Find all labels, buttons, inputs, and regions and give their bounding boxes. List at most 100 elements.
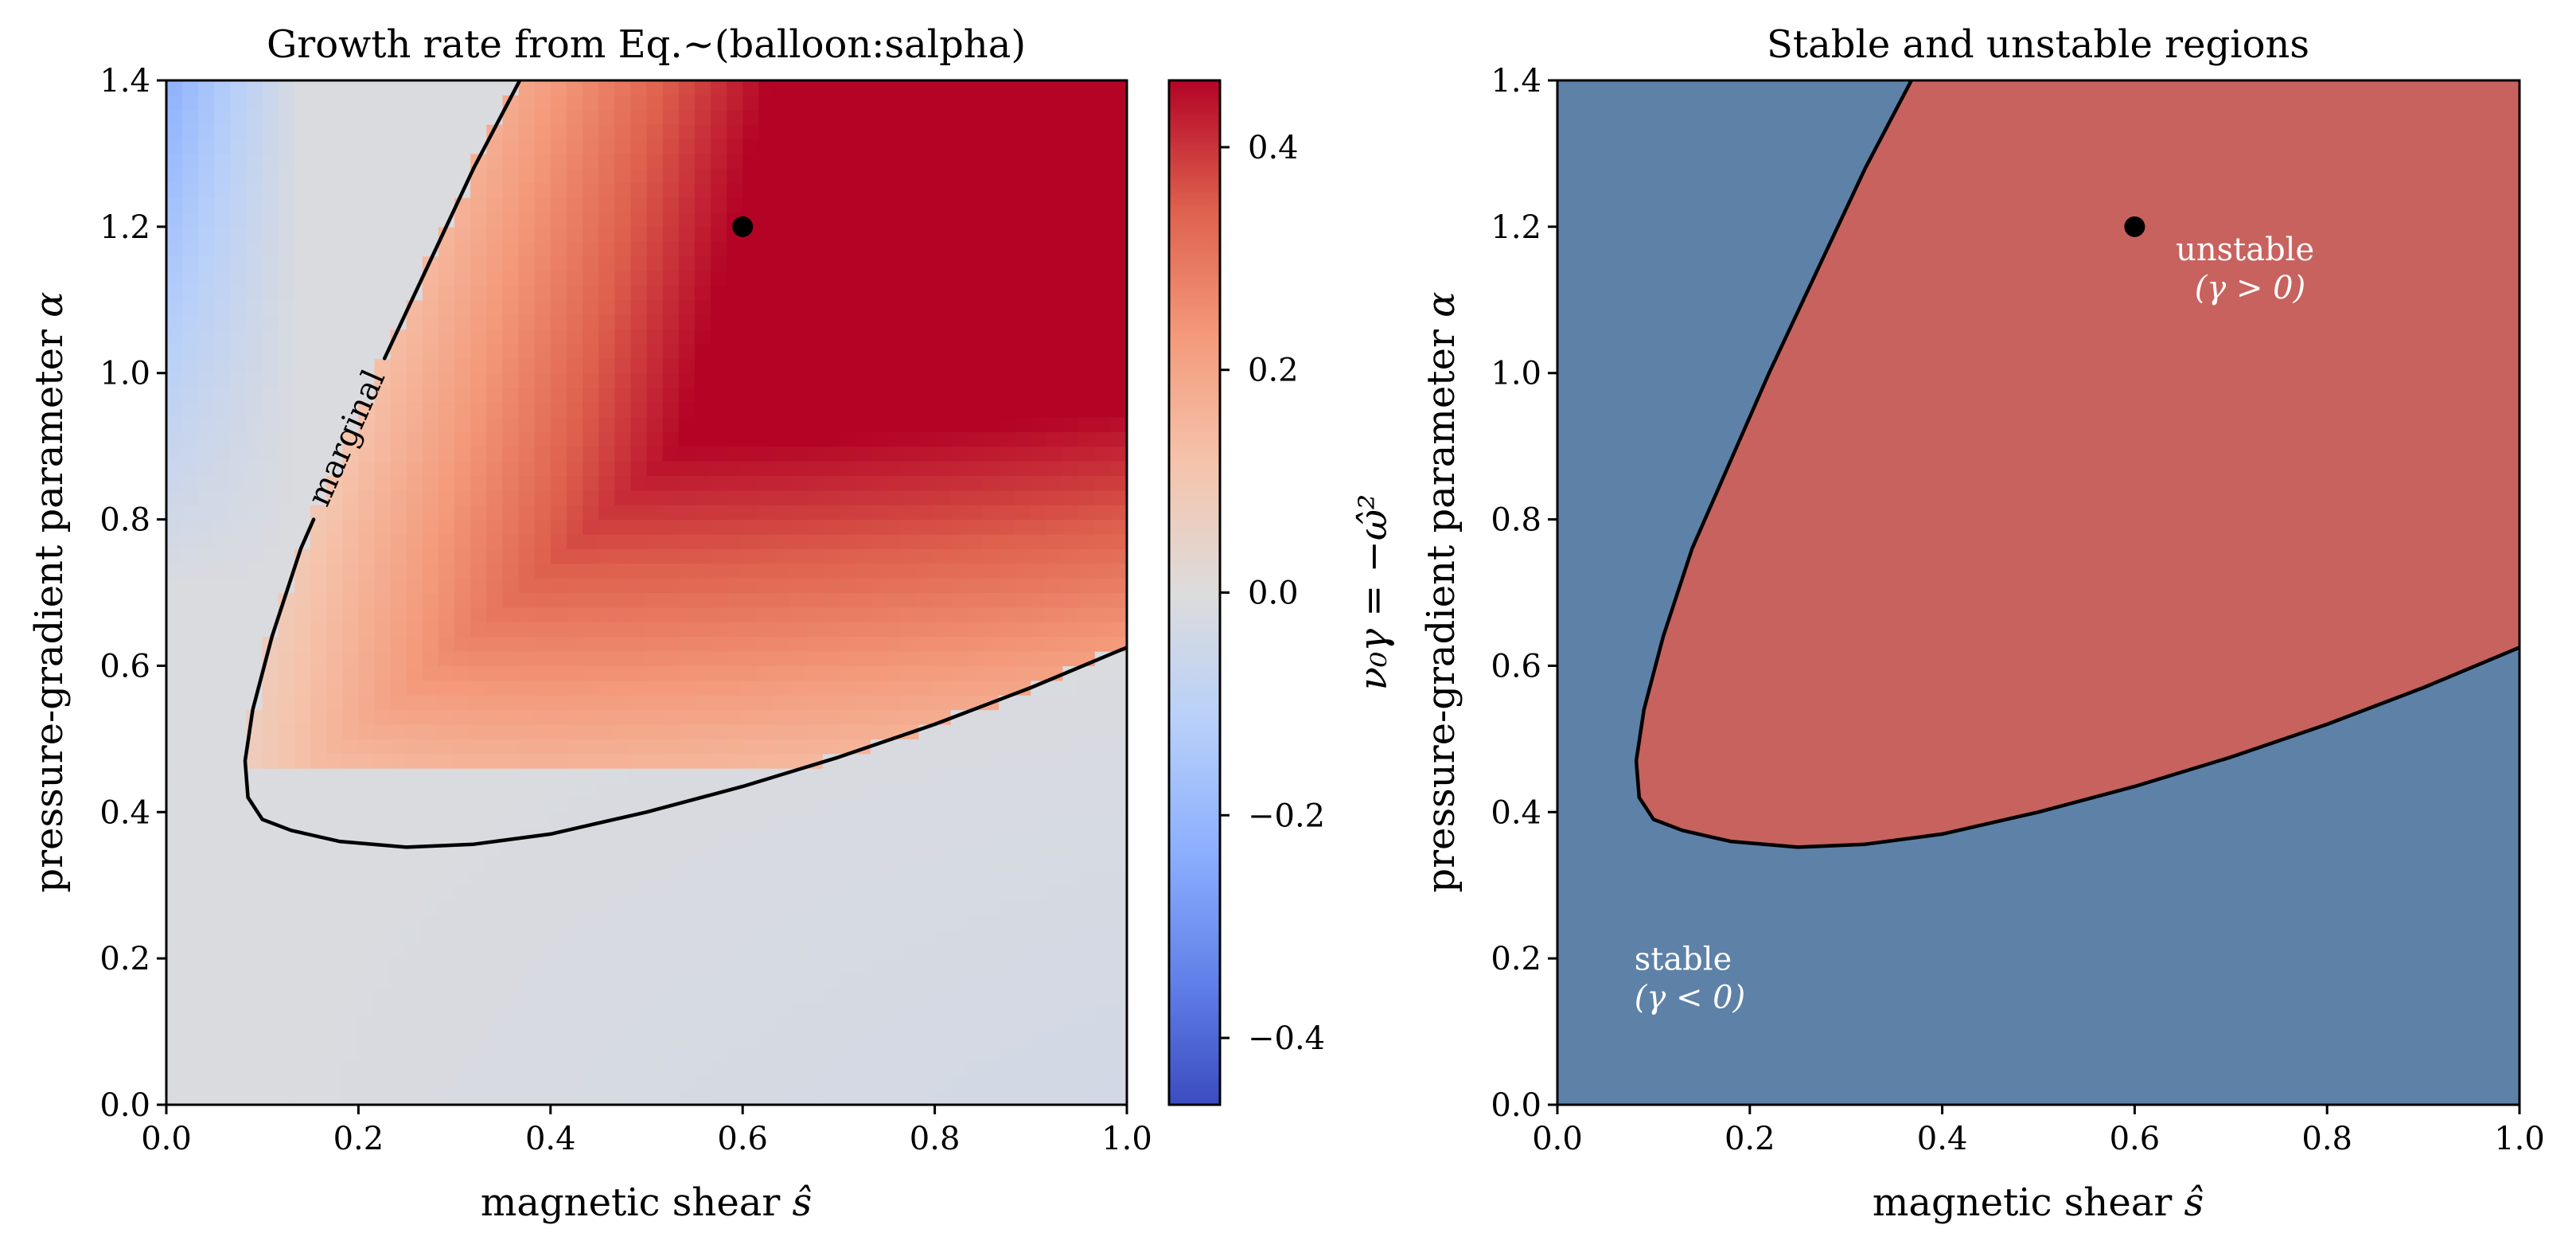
heatmap-cell [806,329,824,345]
heatmap-cell [822,797,840,813]
heatmap-cell [502,987,520,1003]
heatmap-cell [614,241,631,257]
heatmap-cell [262,226,279,242]
heatmap-cell [583,314,599,330]
heatmap-cell [934,797,952,813]
heatmap-cell [1062,709,1080,725]
heatmap-cell [902,446,920,462]
heatmap-cell [727,914,743,930]
heatmap-cell [198,197,215,213]
heatmap-cell [678,197,696,213]
heatmap-cell [1046,226,1064,242]
heatmap-cell [982,446,1000,462]
heatmap-cell [1015,973,1031,989]
heatmap-cell [630,1090,648,1105]
heatmap-cell [887,153,903,169]
heatmap-cell [230,958,247,974]
heatmap-cell [182,153,199,169]
heatmap-cell [790,1075,808,1091]
heatmap-cell [662,665,680,681]
heatmap-cell [598,636,615,652]
heatmap-cell [566,285,583,301]
heatmap-cell [918,563,936,579]
heatmap-cell [342,914,359,930]
heatmap-cell [518,519,536,535]
heatmap-cell [855,533,871,549]
heatmap-cell [534,124,551,140]
heatmap-cell [1110,124,1127,140]
heatmap-cell [534,651,551,667]
heatmap-cell [1031,489,1048,505]
heatmap-cell [871,182,887,198]
heatmap-cell [566,856,583,872]
heatmap-cell [518,870,536,886]
heatmap-cell [727,314,743,330]
heatmap-cell [966,95,984,111]
heatmap-cell [502,372,520,388]
y-tick-label: 1.4 [99,63,150,99]
heatmap-cell [950,1046,968,1062]
heatmap-cell [598,753,615,769]
heatmap-cell [1046,1032,1064,1047]
heatmap-cell [999,138,1015,154]
heatmap-cell [262,285,279,301]
heatmap-cell [1062,885,1080,901]
heatmap-cell [358,519,376,535]
heatmap-cell [182,358,199,374]
heatmap-cell [502,271,520,286]
heatmap-cell [710,709,727,725]
heatmap-cell [950,80,968,96]
heatmap-cell [871,388,887,404]
heatmap-cell [694,109,711,125]
heatmap-cell [486,1002,504,1018]
heatmap-cell [1046,182,1064,198]
heatmap-cell [1062,943,1080,959]
heatmap-cell [758,695,776,711]
heatmap-cell [742,709,759,725]
heatmap-cell [1078,841,1096,857]
heatmap-cell [390,563,407,579]
heatmap-cell [583,622,599,638]
heatmap-cell [598,1016,615,1032]
heatmap-cell [855,314,871,330]
heatmap-cell [566,695,583,711]
heatmap-cell [999,943,1015,959]
heatmap-cell [822,606,840,622]
heatmap-cell [855,695,871,711]
heatmap-cell [1031,519,1048,535]
heatmap-cell [470,461,487,477]
heatmap-cell [742,548,759,564]
heatmap-cell [774,168,792,184]
heatmap-cell [198,914,215,930]
heatmap-cell [1110,973,1127,989]
heatmap-cell [742,109,759,125]
heatmap-cell [742,841,759,857]
heatmap-cell [502,563,520,579]
heatmap-cell [326,680,343,696]
heatmap-cell [166,899,183,915]
heatmap-cell [742,958,759,974]
heatmap-cell [966,636,984,652]
heatmap-cell [902,285,920,301]
heatmap-cell [502,416,520,432]
heatmap-cell [358,1075,376,1091]
heatmap-cell [902,782,920,798]
heatmap-cell [230,1032,247,1047]
heatmap-cell [1110,753,1127,769]
heatmap-cell [358,1090,376,1105]
heatmap-cell [742,314,759,330]
heatmap-cell [790,168,808,184]
heatmap-cell [678,1075,696,1091]
heatmap-cell [262,709,279,725]
heatmap-cell [583,212,599,228]
heatmap-cell [214,812,232,828]
heatmap-cell [438,651,455,667]
heatmap-cell [262,929,279,945]
heatmap-cell [486,1075,504,1091]
heatmap-cell [1046,1002,1064,1018]
heatmap-cell [583,138,599,154]
heatmap-cell [822,651,840,667]
heatmap-cell [727,973,743,989]
heatmap-cell [214,1075,232,1091]
heatmap-cell [646,943,664,959]
